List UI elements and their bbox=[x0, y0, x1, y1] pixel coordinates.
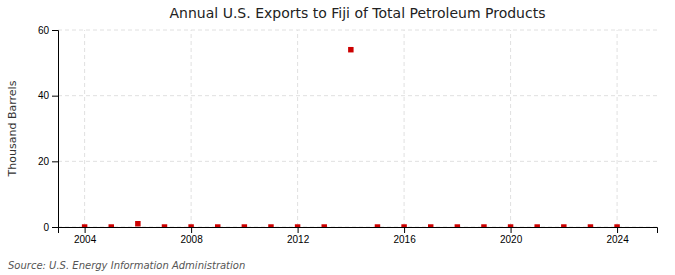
point bbox=[401, 224, 406, 227]
y-tick-label: 0 bbox=[43, 222, 49, 233]
points bbox=[82, 47, 620, 227]
grid-line-x bbox=[191, 30, 192, 227]
point bbox=[295, 224, 300, 227]
point bbox=[109, 224, 114, 227]
grid-line-x bbox=[84, 30, 85, 227]
grid-line-y bbox=[58, 95, 657, 96]
y-tick: 60 bbox=[38, 25, 58, 36]
x-tick-label: 2016 bbox=[393, 234, 416, 245]
y-axis: 0 20 40 60 bbox=[38, 25, 59, 233]
x-tick-mark bbox=[85, 227, 86, 233]
point bbox=[162, 224, 167, 227]
x-tick-mark bbox=[298, 227, 299, 233]
x-axis-line bbox=[59, 228, 658, 234]
point bbox=[561, 224, 566, 227]
point bbox=[614, 224, 619, 227]
annotation: Source: U.S. Energy Information Administ… bbox=[8, 260, 245, 271]
x-tick-label: 2012 bbox=[287, 234, 310, 245]
y-axis-label: Thousand Barrels bbox=[6, 80, 19, 177]
grid-line-y bbox=[58, 161, 657, 162]
point bbox=[428, 224, 433, 227]
point bbox=[321, 224, 326, 227]
x-tick: 2008 bbox=[180, 227, 203, 245]
x-axis: 2004 2008 2012 2016 2020 2024 bbox=[59, 227, 658, 245]
point bbox=[215, 224, 220, 227]
x-tick: 2012 bbox=[287, 227, 310, 245]
grid-line-x bbox=[297, 30, 298, 227]
y-tick-label: 20 bbox=[38, 156, 50, 167]
y-tick: 0 bbox=[43, 222, 58, 233]
x-tick-label: 2020 bbox=[500, 234, 523, 245]
y-tick-label: 60 bbox=[38, 25, 50, 36]
y-tick: 40 bbox=[38, 90, 58, 101]
y-tick-mark bbox=[52, 227, 58, 228]
y-tick-mark bbox=[52, 161, 58, 162]
y-tick-mark bbox=[52, 96, 58, 97]
grid-line-x bbox=[617, 30, 618, 227]
x-tick-label: 2008 bbox=[180, 234, 203, 245]
x-tick: 2020 bbox=[500, 227, 523, 245]
y-axis-line bbox=[52, 31, 59, 228]
point bbox=[135, 221, 140, 226]
y-tick: 20 bbox=[38, 156, 58, 167]
x-tick-mark bbox=[404, 227, 405, 233]
point bbox=[534, 224, 539, 227]
point bbox=[188, 224, 193, 227]
x-tick-mark bbox=[511, 227, 512, 233]
x-tick: 2024 bbox=[606, 227, 629, 245]
y-tick-label: 40 bbox=[38, 90, 50, 101]
point bbox=[588, 224, 593, 227]
grid bbox=[58, 30, 657, 227]
grid-line-x bbox=[510, 30, 511, 227]
point bbox=[268, 224, 273, 227]
x-tick-label: 2004 bbox=[74, 234, 97, 245]
point bbox=[348, 47, 353, 52]
grid-line-x bbox=[404, 30, 405, 227]
grid-line-y bbox=[58, 30, 657, 31]
chart-svg: 2004 2008 2012 2016 2020 2024 0 20 40 60 Annual U.… bbox=[0, 0, 675, 275]
x-tick-label: 2024 bbox=[606, 234, 629, 245]
y-tick-mark bbox=[52, 30, 58, 31]
point bbox=[375, 224, 380, 227]
x-tick-mark bbox=[617, 227, 618, 233]
x-tick-mark bbox=[191, 227, 192, 233]
title: Annual U.S. Exports to Fiji of Total Pet… bbox=[170, 5, 546, 21]
x-tick: 2004 bbox=[74, 227, 97, 245]
point bbox=[242, 224, 247, 227]
point bbox=[508, 224, 513, 227]
point bbox=[82, 224, 87, 227]
x-tick: 2016 bbox=[393, 227, 416, 245]
point bbox=[481, 224, 486, 227]
point bbox=[455, 224, 460, 227]
